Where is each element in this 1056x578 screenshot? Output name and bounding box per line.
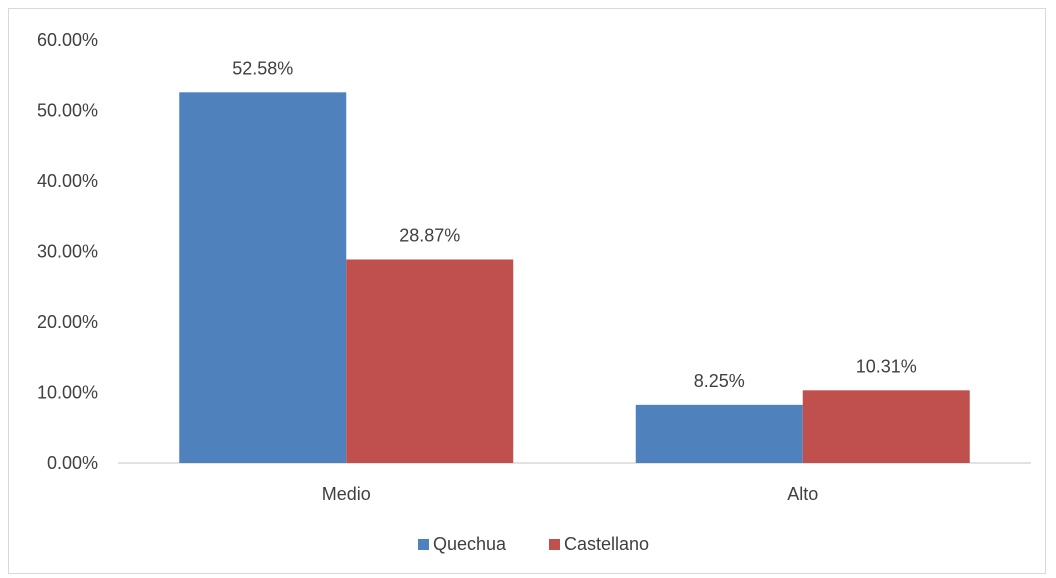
y-tick-label: 30.00% <box>37 242 98 262</box>
data-label: 28.87% <box>399 225 460 245</box>
y-tick-label: 20.00% <box>37 312 98 332</box>
legend-label-quechua: Quechua <box>433 534 507 554</box>
legend-swatch-quechua <box>418 539 429 550</box>
bar-castellano-medio <box>346 259 514 463</box>
y-tick-label: 10.00% <box>37 383 98 403</box>
x-category-label: Alto <box>787 484 818 504</box>
y-tick-label: 50.00% <box>37 101 98 121</box>
y-tick-label: 40.00% <box>37 171 98 191</box>
y-tick-label: 0.00% <box>47 453 98 473</box>
legend: Quechua Castellano <box>418 534 649 554</box>
bar-castellano-alto <box>802 390 970 463</box>
category-labels: Medio Alto <box>322 484 819 504</box>
y-axis-ticks: 0.00% 10.00% 20.00% 30.00% 40.00% 50.00% 60.00… <box>37 30 98 473</box>
data-label: 52.58% <box>232 58 293 78</box>
data-label: 8.25% <box>694 371 745 391</box>
bar-quechua-alto <box>635 404 803 463</box>
x-category-label: Medio <box>322 484 371 504</box>
legend-label-castellano: Castellano <box>564 534 649 554</box>
legend-swatch-castellano <box>549 539 560 550</box>
data-labels: 52.58% 28.87% 8.25% 10.31% <box>232 58 917 391</box>
data-label: 10.31% <box>856 356 917 376</box>
y-tick-label: 60.00% <box>37 30 98 50</box>
bar-quechua-medio <box>179 92 347 463</box>
bars <box>179 92 970 463</box>
